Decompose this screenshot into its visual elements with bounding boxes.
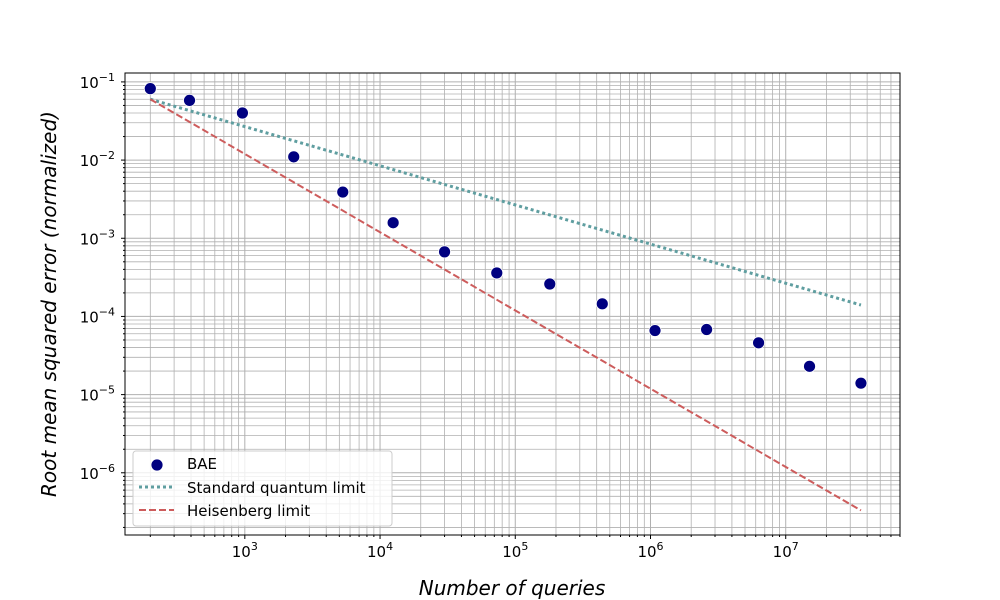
bae-data-point	[595, 297, 609, 311]
bae-data-point	[287, 150, 301, 164]
plot-area-frame	[124, 72, 901, 536]
axis-ticks	[121, 81, 901, 539]
series	[143, 82, 868, 512]
legend-label-sql: Standard quantum limit	[187, 479, 366, 497]
bae-data-point	[336, 185, 350, 199]
bae-data-point	[183, 94, 196, 107]
bae-data-point	[438, 245, 451, 259]
bae-data-point	[803, 359, 816, 373]
bae-data-point	[490, 266, 504, 280]
y-axis-title: Root mean squared error (normalized)	[37, 111, 61, 497]
legend-label-bae: BAE	[187, 455, 217, 473]
legend-marker-bae	[150, 458, 164, 472]
y-tick-labels: 10−110−210−310−410−510−6	[80, 71, 115, 483]
bae-data-point	[143, 82, 157, 96]
bae-data-point	[543, 277, 557, 291]
x-axis-title: Number of queries	[419, 576, 606, 600]
legend-label-heisenberg: Heisenberg limit	[187, 502, 310, 520]
legend-frame	[132, 450, 393, 527]
bae-data-point	[386, 216, 400, 230]
legend: BAE Standard quantum limit Heisenberg li…	[132, 450, 393, 527]
bae-data-point	[854, 376, 868, 390]
bae-data-point	[752, 336, 765, 350]
bae-data-point	[236, 106, 249, 120]
bae-data-point	[648, 324, 662, 337]
heisenberg-limit-line	[149, 98, 862, 512]
bae-data-point	[700, 323, 714, 336]
